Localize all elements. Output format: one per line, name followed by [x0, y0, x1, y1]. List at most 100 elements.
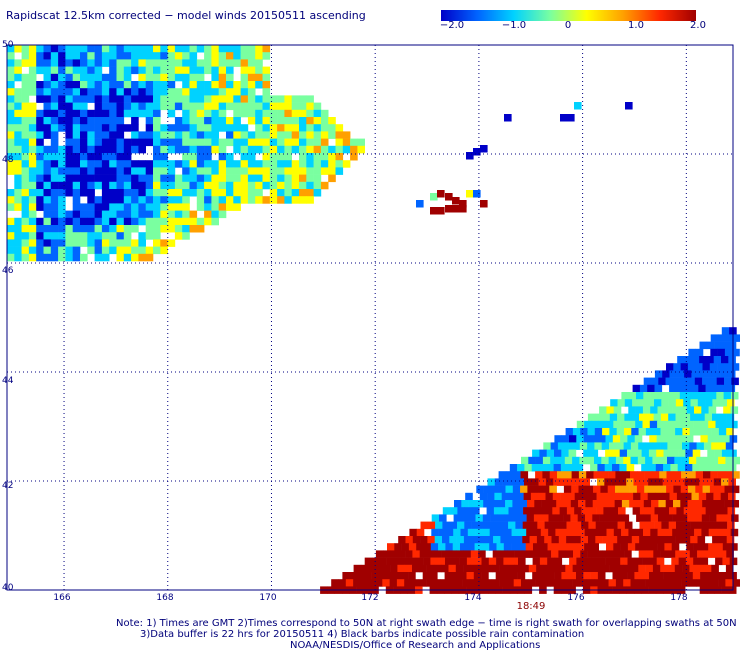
- swath-cell: [299, 153, 307, 161]
- swath-time: 18:49: [516, 601, 546, 612]
- swath-cell: [349, 572, 358, 580]
- swath-cell: [487, 492, 495, 501]
- swath-cell: [674, 456, 682, 465]
- swath-cell: [36, 138, 44, 147]
- swath-cell: [500, 521, 509, 530]
- swath-cell: [463, 536, 472, 544]
- swath-cell: [683, 507, 692, 515]
- swath-cell: [182, 88, 190, 96]
- swath-cell: [21, 174, 30, 183]
- swath-cell: [681, 471, 689, 479]
- swath-cell: [196, 73, 205, 82]
- swath-cell: [262, 131, 271, 139]
- swath-cell: [7, 145, 15, 154]
- swath-cell: [671, 557, 679, 566]
- swath-cell: [660, 550, 669, 558]
- swath-cell: [167, 174, 176, 183]
- swath-cell: [160, 95, 168, 103]
- swath-cell: [518, 543, 526, 551]
- swath-cell: [145, 117, 154, 125]
- swath-cell: [526, 514, 535, 522]
- swath-cell: [189, 174, 198, 183]
- swath-cell: [284, 102, 292, 111]
- swath-cell: [101, 73, 110, 82]
- swath-cell: [360, 564, 369, 573]
- swath-cell: [182, 189, 190, 197]
- swath-cell: [508, 521, 516, 530]
- swath-cell: [594, 456, 602, 465]
- swath-cell: [701, 514, 710, 522]
- swath-cell: [80, 124, 88, 132]
- swath-cell: [701, 528, 709, 537]
- swath-cell: [704, 550, 712, 558]
- swath-cell: [702, 377, 710, 386]
- swath-cell: [43, 52, 52, 60]
- swath-cell: [226, 88, 234, 96]
- swath-cell: [7, 81, 15, 89]
- swath-cell: [218, 109, 227, 118]
- swath-cell: [554, 572, 562, 580]
- swath-cell: [688, 348, 696, 357]
- swath-cell: [694, 392, 702, 400]
- swath-cell: [514, 550, 523, 558]
- swath-cell: [160, 196, 168, 204]
- swath-cell: [43, 239, 52, 247]
- swath-cell: [131, 196, 139, 204]
- colorbar-tick: −2.0: [439, 20, 465, 31]
- swath-cell: [533, 514, 542, 522]
- swath-cell: [123, 81, 132, 89]
- swath-cell: [109, 160, 117, 168]
- swath-cell: [65, 253, 73, 262]
- swath-cell: [670, 572, 679, 580]
- swath-cell: [643, 500, 652, 508]
- swath-cell: [679, 420, 687, 429]
- swath-cell: [688, 456, 697, 465]
- swath-cell: [546, 449, 555, 458]
- swath-cell: [635, 406, 644, 414]
- swath-cell: [36, 181, 44, 190]
- swath-cell: [715, 420, 724, 429]
- swath-cell: [585, 514, 593, 522]
- swath-cell: [233, 88, 241, 96]
- swath-cell: [196, 153, 205, 161]
- swath-cell: [634, 449, 642, 458]
- swath-cell: [460, 543, 468, 551]
- swath-cell: [579, 442, 588, 450]
- swath-cell: [204, 131, 212, 139]
- swath-cell: [167, 217, 176, 226]
- swath-cell: [28, 246, 37, 255]
- swath-cell: [87, 145, 95, 154]
- swath-cell: [644, 485, 652, 494]
- swath-cell: [145, 217, 154, 226]
- swath-cell: [705, 399, 713, 407]
- swath-cell: [43, 196, 52, 204]
- swath-cell: [397, 564, 405, 573]
- swath-cell: [50, 138, 59, 147]
- swath-cell: [688, 471, 696, 479]
- swath-cell: [138, 232, 146, 240]
- swath-cell: [277, 109, 285, 118]
- swath-cell: [123, 138, 132, 147]
- swath-cell: [627, 557, 636, 566]
- swath-cell: [659, 579, 668, 587]
- swath-cell: [299, 145, 307, 154]
- swath-cell: [269, 181, 278, 190]
- swath-cell: [585, 485, 594, 494]
- swath-cell: [691, 384, 699, 393]
- swath-cell: [196, 131, 205, 139]
- swath-cell: [500, 536, 508, 544]
- swath-cell: [615, 456, 624, 465]
- swath-cell: [160, 181, 168, 190]
- swath-cell: [255, 45, 263, 53]
- swath-cell: [240, 138, 249, 147]
- swath-cell: [226, 138, 234, 147]
- swath-cell: [28, 253, 37, 262]
- swath-cell: [87, 203, 95, 211]
- swath-cell: [138, 217, 146, 226]
- swath-cell: [683, 384, 692, 393]
- swath-cell: [182, 124, 190, 132]
- swath-cell: [553, 478, 561, 486]
- swath-cell: [58, 117, 66, 125]
- swath-cell: [683, 399, 691, 407]
- swath-cell: [50, 225, 59, 233]
